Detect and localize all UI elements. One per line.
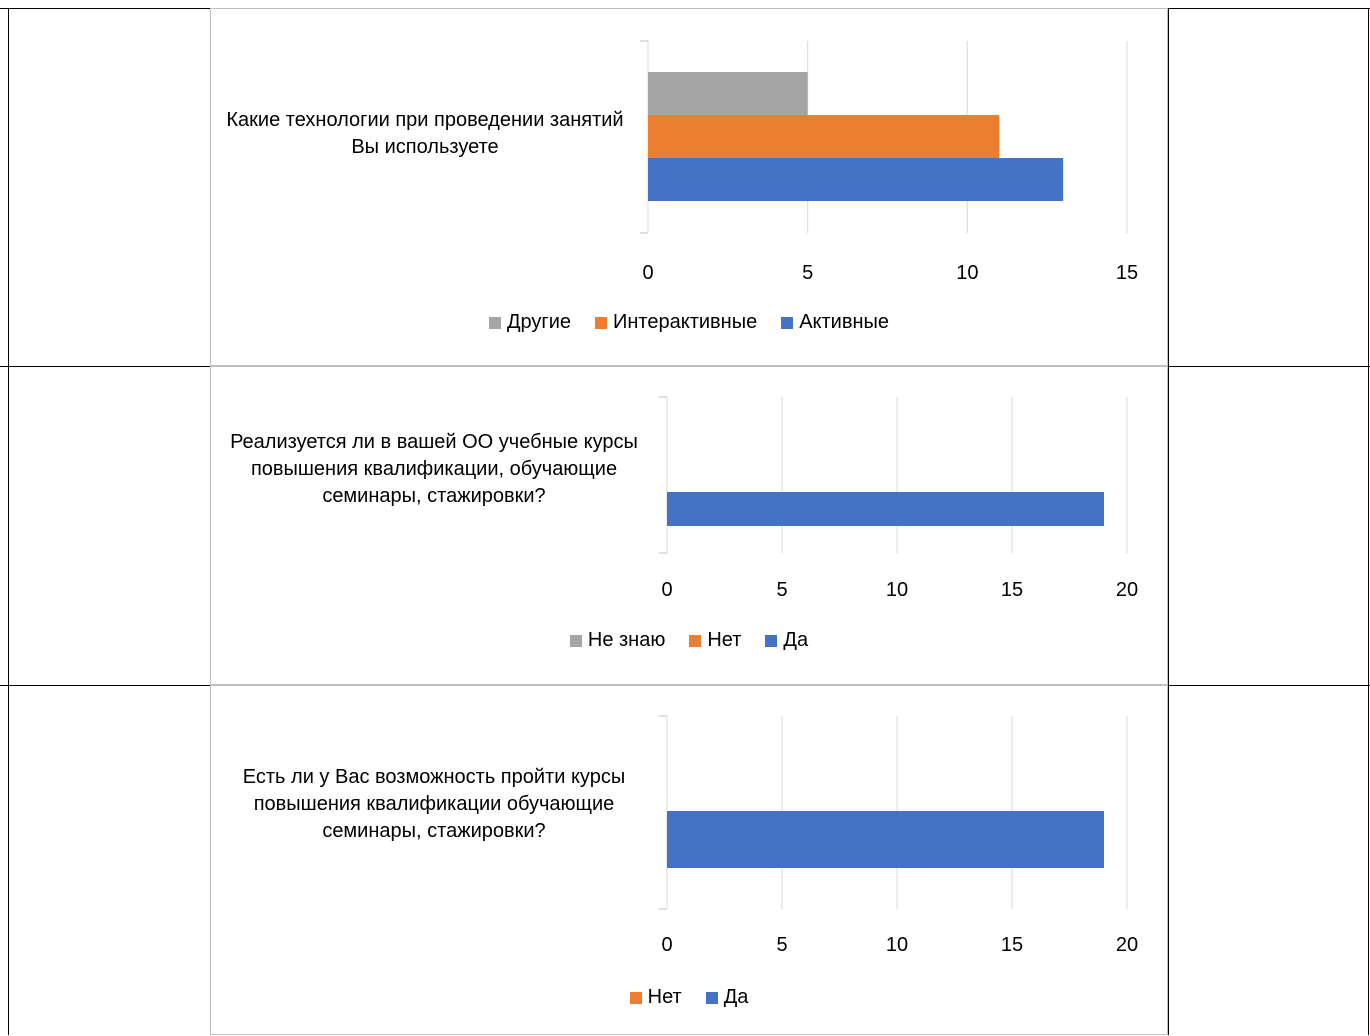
legend-swatch: [488, 316, 501, 329]
legend-item: Да: [765, 629, 808, 652]
x-tick-label: 15: [1001, 579, 1023, 601]
chart-legend: Нет Да: [211, 986, 1167, 1009]
legend-label: Другие: [506, 311, 571, 333]
table-border-right: [1368, 8, 1369, 1035]
legend-label: Интерактивные: [613, 311, 758, 333]
legend-swatch: [705, 991, 718, 1004]
bar-2: [648, 115, 1000, 158]
legend-label: Не знаю: [587, 629, 666, 651]
legend-swatch: [689, 634, 702, 647]
legend-item: Да: [705, 986, 749, 1009]
chart-course-opportunity: Есть ли у Вас возможность пройти курсы п…: [210, 685, 1168, 1035]
legend-item: Другие: [488, 311, 571, 334]
category-label: Есть ли у Вас возможность пройти курсы п…: [242, 766, 626, 842]
x-tick-label: 10: [886, 579, 908, 601]
legend-swatch: [595, 316, 607, 329]
chart-legend: Не знаю Нет Да: [211, 629, 1167, 652]
x-tick-label: 10: [886, 934, 908, 956]
legend-item: Активные: [781, 311, 889, 334]
legend-swatch: [629, 991, 642, 1004]
legend-item: Нет: [689, 629, 741, 652]
chart-legend: Другие Интерактивные Активные: [211, 311, 1167, 334]
bar-3: [648, 158, 1064, 201]
x-tick-label: 20: [1116, 934, 1138, 956]
x-tick-label: 5: [802, 262, 813, 284]
category-label: Какие технологии при проведении занятий …: [226, 109, 624, 158]
legend-label: Да: [723, 986, 749, 1008]
legend-swatch: [569, 634, 582, 647]
x-tick-label: 0: [661, 934, 672, 956]
legend-item: Не знаю: [569, 629, 666, 652]
x-tick-label: 10: [956, 262, 978, 284]
x-tick-label: 0: [661, 579, 672, 601]
legend-swatch: [781, 316, 794, 329]
chart-plot: 0 5 10 15: [640, 40, 1138, 284]
x-tick-label: 0: [642, 262, 653, 284]
x-tick-label: 5: [776, 579, 787, 601]
x-tick-label: 5: [776, 934, 787, 956]
table-column-divider: [1168, 8, 1169, 1035]
x-tick-label: 15: [1001, 934, 1023, 956]
legend-item: Нет: [629, 986, 682, 1009]
bar-2: [667, 811, 1104, 868]
legend-label: Да: [783, 629, 809, 651]
legend-item: Интерактивные: [595, 311, 757, 334]
x-tick-label: 15: [1116, 262, 1138, 284]
chart-plot: 0 5 10 15 20: [659, 396, 1138, 601]
legend-label: Нет: [647, 986, 682, 1008]
bar-1: [648, 72, 808, 115]
x-tick-label: 20: [1116, 579, 1138, 601]
chart-training-courses: Реализуется ли в вашей ОО учебные курсы …: [210, 366, 1168, 685]
legend-label: Нет: [707, 629, 742, 651]
category-label: Реализуется ли в вашей ОО учебные курсы …: [230, 431, 638, 507]
table-border-left: [8, 8, 9, 1035]
legend-swatch: [765, 634, 778, 647]
chart-technologies: Какие технологии при проведении занятий …: [210, 8, 1168, 366]
bar-3: [667, 492, 1104, 526]
chart-plot: 0 5 10 15 20: [659, 715, 1138, 956]
legend-label: Активные: [799, 311, 890, 333]
